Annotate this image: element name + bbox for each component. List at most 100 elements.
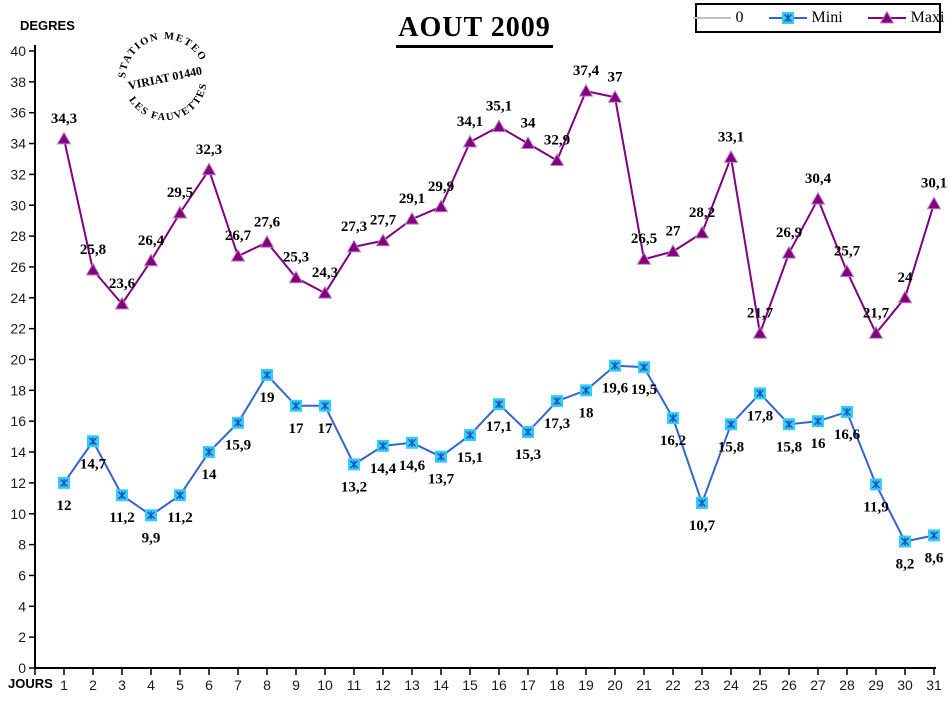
y-tick-label: 22 [10,321,26,337]
maxi-marker [85,262,101,276]
maxi-data-label: 26,9 [776,225,802,241]
y-tick-label: 36 [10,105,26,121]
maxi-data-label: 35,1 [486,99,512,115]
mini-data-label: 10,7 [689,518,716,534]
legend: 0 Mini Maxi [692,3,944,33]
maxi-marker [462,134,478,148]
maxi-marker [230,248,246,262]
mini-data-label: 16 [811,436,827,452]
mini-data-label: 17 [289,421,305,437]
stamp-middle-text: VIRIAT 01440 [127,63,204,92]
x-tick-label: 2 [89,677,97,693]
x-tick-label: 31 [926,677,942,693]
maxi-data-label: 33,1 [718,129,744,145]
mini-data-label: 8,6 [925,550,944,566]
maxi-marker [375,233,391,247]
mini-data-label: 11,2 [167,510,192,526]
legend-label: Mini [811,9,843,26]
maxi-marker [926,196,942,210]
mini-data-label: 15,9 [225,438,251,454]
x-tick-label: 5 [176,677,184,693]
mini-data-label: 15,8 [776,439,802,455]
y-tick-label: 4 [18,598,26,614]
mini-data-label: 8,2 [896,557,915,573]
mini-line [63,364,935,543]
maxi-marker [404,211,420,225]
mini-data-label: 17 [318,421,334,437]
0-legend-swatch [692,17,731,19]
maxi-data-label: 27,7 [370,213,397,229]
maxi-marker [810,191,826,205]
maxi-marker [114,296,130,310]
x-tick-label: 21 [636,677,652,693]
y-tick-label: 28 [10,228,26,244]
y-tick-label: 32 [10,166,26,182]
y-tick-label: 16 [10,413,26,429]
maxi-data-label: 26,4 [138,233,165,249]
legend-label: Maxi [910,9,945,26]
maxi-marker [491,119,507,133]
maxi-data-label: 25,8 [80,242,106,258]
mini-data-label: 11,9 [863,499,888,515]
maxi-data-label: 30,1 [921,176,947,192]
maxi-data-label: 26,5 [631,231,657,247]
mini-data-label: 14,4 [370,461,397,477]
mini-data-label: 17,3 [544,416,570,432]
x-tick-label: 11 [347,677,362,693]
legend-item-mini: Mini [768,9,843,27]
mini-data-label: 9,9 [142,530,161,546]
mini-data-label: 15,1 [457,450,483,466]
maxi-marker [259,234,275,248]
maxi-marker [607,89,623,103]
y-tick-label: 30 [10,197,26,213]
x-tick-label: 20 [607,677,623,693]
maxi-marker [723,149,739,163]
x-tick-label: 6 [205,677,213,693]
maxi-data-label: 28,2 [689,205,715,221]
maxi-data-label: 34,3 [51,111,77,127]
y-tick-label: 20 [10,352,26,368]
maxi-data-label: 23,6 [109,276,136,292]
maxi-data-label: 27,6 [254,214,281,230]
mini-data-label: 14 [202,467,218,483]
x-tick-label: 10 [317,677,333,693]
y-tick-label: 10 [10,506,26,522]
x-tick-label: 25 [752,677,768,693]
maxi-data-label: 37,4 [573,63,600,79]
x-tick-label: 3 [118,677,126,693]
maxi-data-label: 29,5 [167,185,193,201]
x-tick-label: 22 [665,677,681,693]
maxi-marker [868,325,884,339]
maxi-data-label: 21,7 [863,305,890,321]
maxi-data-label: 30,4 [805,171,832,187]
mini-data-label: 19,6 [602,381,629,397]
maxi-data-label: 34,1 [457,114,483,130]
maxi-marker [549,153,565,167]
mini-data-label: 12 [57,498,72,514]
y-tick-label: 8 [18,537,26,553]
maxi-marker [578,83,594,97]
x-tick-label: 15 [462,677,478,693]
maxi-data-label: 21,7 [747,305,774,321]
mini-data-label: 18 [579,405,594,421]
y-tick-label: 26 [10,259,26,275]
x-tick-label: 27 [810,677,826,693]
mini-data-label: 17,8 [747,408,773,424]
y-tick-label: 34 [10,136,26,152]
mini-data-label: 16,6 [834,427,861,443]
legend-item-0: 0 [692,9,744,27]
maxi-data-label: 27,3 [341,219,367,235]
maxi-data-label: 29,1 [399,191,425,207]
maxi-marker [288,270,304,284]
mini-data-label: 13,2 [341,479,367,495]
maxi-marker [201,162,217,176]
x-tick-label: 8 [263,677,271,693]
maxi-legend-swatch [867,10,906,24]
x-tick-label: 29 [868,677,884,693]
maxi-data-label: 32,3 [196,142,222,158]
maxi-marker [433,199,449,213]
y-tick-label: 2 [18,629,26,645]
